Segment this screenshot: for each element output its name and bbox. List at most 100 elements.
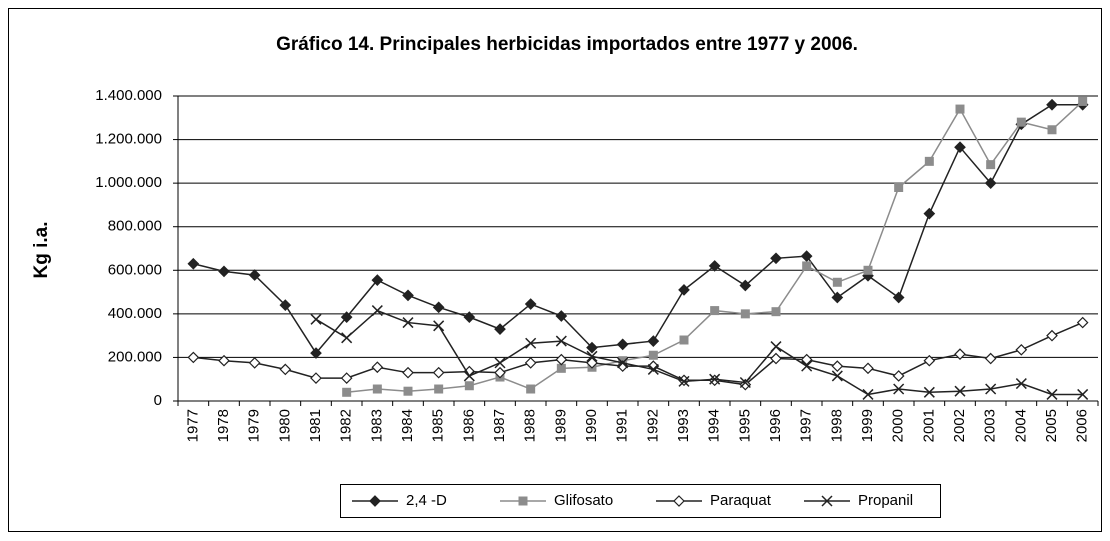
x-tick-label: 1996 (767, 409, 784, 442)
marker (710, 306, 720, 316)
marker (678, 284, 690, 296)
marker (831, 291, 844, 304)
marker (1015, 343, 1028, 356)
x-tick-label: 1986 (460, 409, 477, 442)
marker (770, 352, 782, 365)
marker (279, 363, 292, 376)
marker (892, 370, 905, 382)
marker (218, 265, 230, 278)
marker (1046, 388, 1058, 400)
marker (341, 332, 353, 344)
marker (403, 386, 413, 396)
marker (862, 388, 874, 400)
y-tick-label: 400.000 (108, 305, 162, 322)
marker (955, 104, 965, 114)
marker (709, 373, 721, 385)
marker (954, 348, 966, 361)
y-tick-label: 1.200.000 (95, 131, 162, 148)
series-line (193, 103, 1083, 355)
marker (739, 279, 752, 292)
x-tick-label: 1984 (399, 409, 416, 442)
marker (279, 299, 292, 311)
marker (985, 383, 997, 395)
marker (371, 361, 384, 374)
marker (647, 360, 660, 372)
marker (616, 338, 629, 351)
y-tick-label: 800.000 (108, 218, 162, 235)
marker (526, 384, 536, 394)
marker (248, 357, 261, 369)
marker (831, 370, 843, 382)
legend-label: Glifosato (554, 492, 613, 509)
marker (923, 386, 935, 398)
y-tick-label: 1.400.000 (95, 87, 162, 104)
marker (984, 177, 997, 189)
y-axis-label: Kg i.a. (31, 221, 52, 278)
marker (863, 265, 873, 275)
x-tick-label: 1982 (338, 409, 355, 442)
marker (556, 363, 566, 373)
marker (648, 350, 658, 360)
marker (525, 337, 537, 349)
x-tick-label: 1988 (522, 409, 539, 442)
x-tick-label: 2001 (920, 409, 937, 442)
marker (555, 335, 567, 347)
marker (1076, 316, 1089, 329)
marker (923, 207, 936, 220)
x-tick-label: 1980 (276, 409, 293, 442)
series-line (315, 309, 1083, 396)
marker (372, 384, 382, 394)
marker (463, 311, 476, 323)
marker (555, 353, 568, 366)
marker (371, 305, 383, 317)
marker (340, 311, 353, 323)
x-tick-label: 1979 (246, 409, 263, 442)
marker (310, 347, 322, 359)
marker (894, 183, 904, 192)
x-tick-label: 1983 (368, 409, 385, 442)
y-tick-label: 0 (154, 392, 162, 409)
marker (984, 352, 997, 365)
marker (248, 269, 261, 281)
marker (679, 335, 689, 345)
y-tick-label: 600.000 (108, 261, 162, 278)
marker (518, 496, 528, 506)
legend-label: Propanil (858, 492, 913, 509)
marker (433, 320, 445, 332)
x-tick-label: 2002 (951, 409, 968, 442)
marker (862, 362, 874, 375)
x-tick-label: 1985 (430, 409, 447, 442)
marker (986, 160, 996, 170)
x-tick-label: 1995 (736, 409, 753, 442)
legend-label: 2,4 -D (406, 492, 447, 509)
x-tick-label: 1997 (798, 409, 815, 442)
marker (464, 381, 474, 391)
marker (187, 257, 200, 270)
marker (647, 363, 659, 375)
marker (187, 351, 200, 364)
marker (340, 372, 353, 384)
x-tick-label: 2000 (890, 409, 907, 442)
marker (524, 357, 537, 369)
marker (802, 261, 812, 271)
legend-label: Paraquat (710, 492, 772, 509)
marker (369, 495, 381, 507)
marker (800, 250, 813, 262)
x-tick-label: 1977 (184, 409, 201, 442)
marker (586, 350, 598, 362)
marker (463, 370, 475, 382)
marker (1046, 98, 1058, 111)
marker (342, 387, 352, 397)
marker (402, 317, 414, 329)
x-tick-label: 1992 (644, 409, 661, 442)
marker (310, 313, 322, 325)
x-tick-label: 1998 (828, 409, 845, 442)
y-tick-label: 1.000.000 (95, 174, 162, 191)
marker (678, 375, 690, 387)
x-tick-label: 1989 (552, 409, 569, 442)
marker (524, 298, 537, 310)
marker (708, 260, 721, 272)
marker (770, 341, 782, 353)
marker (616, 360, 629, 372)
x-tick-label: 1993 (675, 409, 692, 442)
